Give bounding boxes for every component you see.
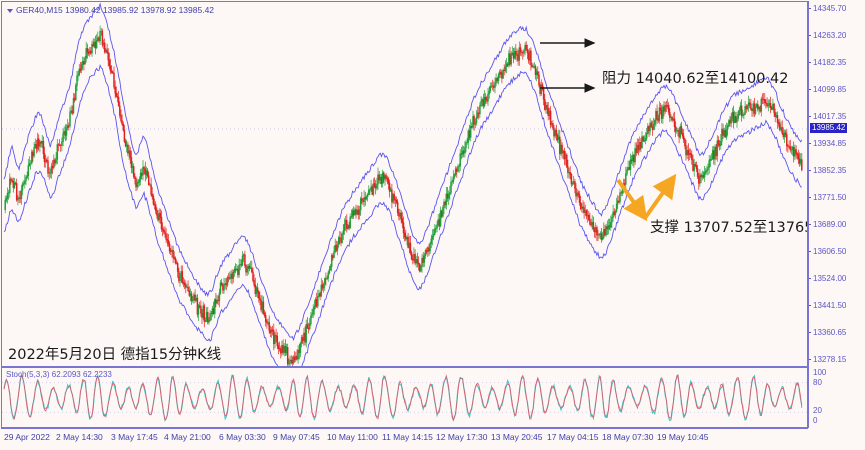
stochastic-k-line (3, 373, 803, 422)
price-tick: 13360.65 (809, 329, 846, 337)
price-axis[interactable]: 14345.70 14263.20 14182.35 14099.85 14017.35… (808, 1, 864, 428)
triangle-down-icon[interactable] (7, 8, 13, 13)
price-tick: 14345.70 (809, 5, 846, 13)
time-tick: 3 May 17:45 (111, 432, 158, 442)
bollinger-band-line (3, 63, 802, 366)
time-tick: 17 May 04:15 (547, 432, 599, 442)
price-tick: 13852.35 (809, 167, 846, 175)
oscillator-tick: 100 (813, 368, 827, 377)
time-tick: 11 May 14:15 (382, 432, 433, 442)
price-tick: 13524.00 (809, 275, 846, 283)
time-tick: 18 May 07:30 (602, 432, 654, 442)
time-tick: 6 May 03:30 (219, 432, 266, 442)
stochastic-legend: Stoch(5,3,3) 62.2093 62.2233 (6, 370, 112, 379)
price-tick: 14182.35 (809, 59, 846, 67)
time-tick: 19 May 10:45 (657, 432, 709, 442)
price-tick: 13689.00 (809, 221, 846, 229)
time-tick: 10 May 11:00 (327, 432, 378, 442)
price-tick: 13441.50 (809, 302, 846, 310)
symbol-legend: GER40,M15 13980.42 13985.92 13978.92 139… (7, 5, 214, 15)
stochastic-svg (2, 373, 807, 422)
oscillator-tick: 80 (813, 378, 822, 387)
price-tick: 13606.50 (809, 248, 846, 256)
price-tick: 14263.20 (809, 32, 846, 40)
chart-caption: 2022年5月20日 德指15分钟K线 (8, 347, 222, 363)
time-tick: 9 May 07:45 (273, 432, 320, 442)
stochastic-d-line (3, 374, 803, 422)
symbol-legend-text: GER40,M15 13980.42 13985.92 13978.92 139… (16, 5, 215, 15)
time-tick: 4 May 21:00 (164, 432, 211, 442)
resistance-annotation-label: 阻力 14040.62至14100.42 (602, 71, 789, 87)
candlestick-series (4, 25, 803, 366)
time-tick: 12 May 17:30 (436, 432, 488, 442)
price-tick: 13934.85 (809, 140, 846, 148)
price-tick: 14099.85 (809, 86, 846, 94)
bollinger-band-line (3, 2, 803, 342)
price-tick: 13771.50 (809, 194, 846, 202)
oscillator-tick: 20 (813, 406, 822, 415)
price-chart-svg (2, 2, 807, 366)
time-tick: 29 Apr 2022 (4, 432, 50, 442)
price-tick: 14017.35 (809, 113, 846, 121)
price-chart-pane[interactable]: GER40,M15 13980.42 13985.92 13978.92 139… (1, 1, 808, 367)
oscillator-tick: 0 (813, 416, 818, 425)
time-tick: 2 May 14:30 (56, 432, 103, 442)
current-price-label: 13985.42 (810, 123, 848, 133)
price-tick: 13278.15 (809, 356, 846, 364)
stochastic-indicator-pane[interactable]: Stoch(5,3,3) 62.2093 62.2233 (1, 367, 808, 428)
support-annotation-label: 支撑 13707.52至13765.42 (650, 220, 807, 236)
time-tick: 13 May 20:45 (491, 432, 543, 442)
time-axis[interactable]: 29 Apr 2022 2 May 14:30 3 May 17:45 4 May 2… (1, 428, 808, 449)
